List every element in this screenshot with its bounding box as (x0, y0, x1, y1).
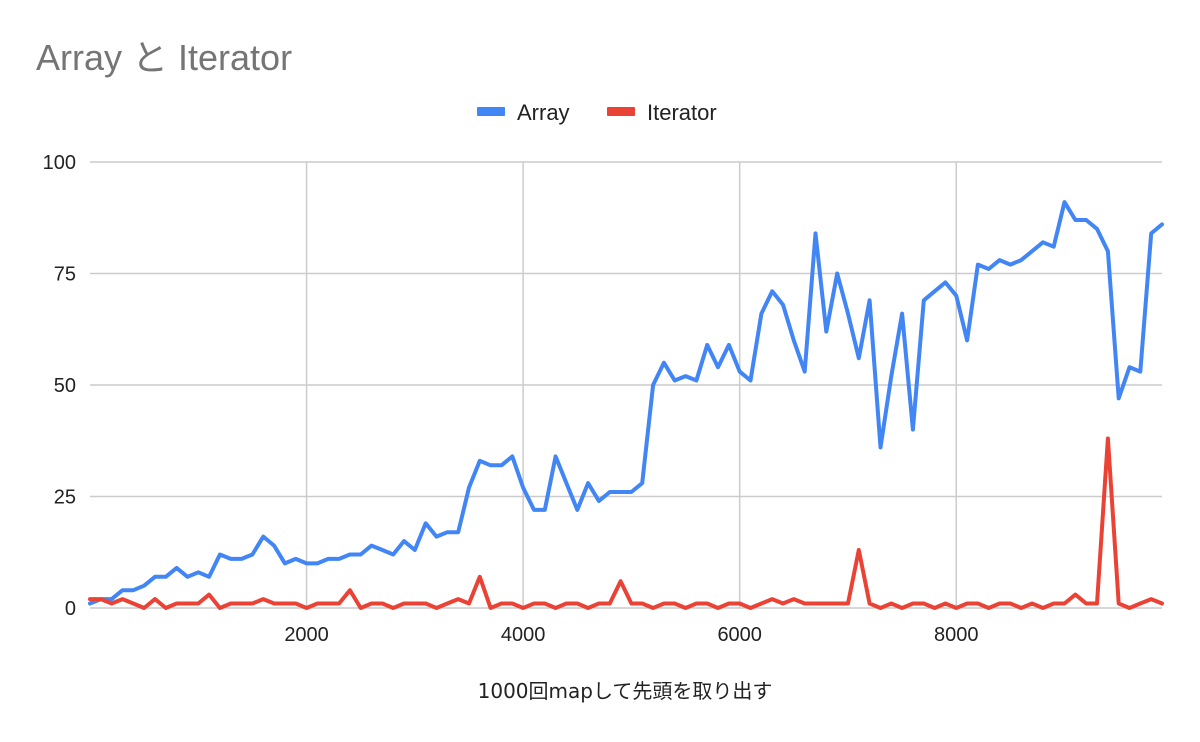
y-tick-label: 75 (54, 264, 76, 286)
legend-swatch-iterator (607, 107, 635, 116)
x-tick-label: 8000 (934, 624, 979, 646)
x-axis: 2000 4000 6000 8000 (284, 624, 978, 646)
y-tick-label: 25 (54, 487, 76, 509)
legend-swatch-array (477, 107, 505, 116)
gridlines (90, 161, 1162, 609)
x-tick-label: 2000 (284, 624, 329, 646)
y-axis: 0 25 50 75 100 (43, 152, 76, 620)
series-line-array (88, 200, 1164, 606)
x-axis-label: 1000回mapして先頭を取り出す (478, 679, 773, 703)
legend: Array Iterator (477, 100, 717, 125)
legend-label-iterator: Iterator (647, 100, 717, 125)
series-layer (88, 200, 1164, 610)
y-tick-label: 50 (54, 375, 76, 397)
y-tick-label: 0 (65, 598, 76, 620)
series-line-iterator (88, 436, 1164, 610)
x-tick-label: 4000 (501, 624, 546, 646)
y-tick-label: 100 (43, 152, 76, 174)
chart-title: Array と Iterator (36, 37, 292, 78)
x-tick-label: 6000 (717, 624, 762, 646)
legend-label-array: Array (517, 100, 570, 125)
